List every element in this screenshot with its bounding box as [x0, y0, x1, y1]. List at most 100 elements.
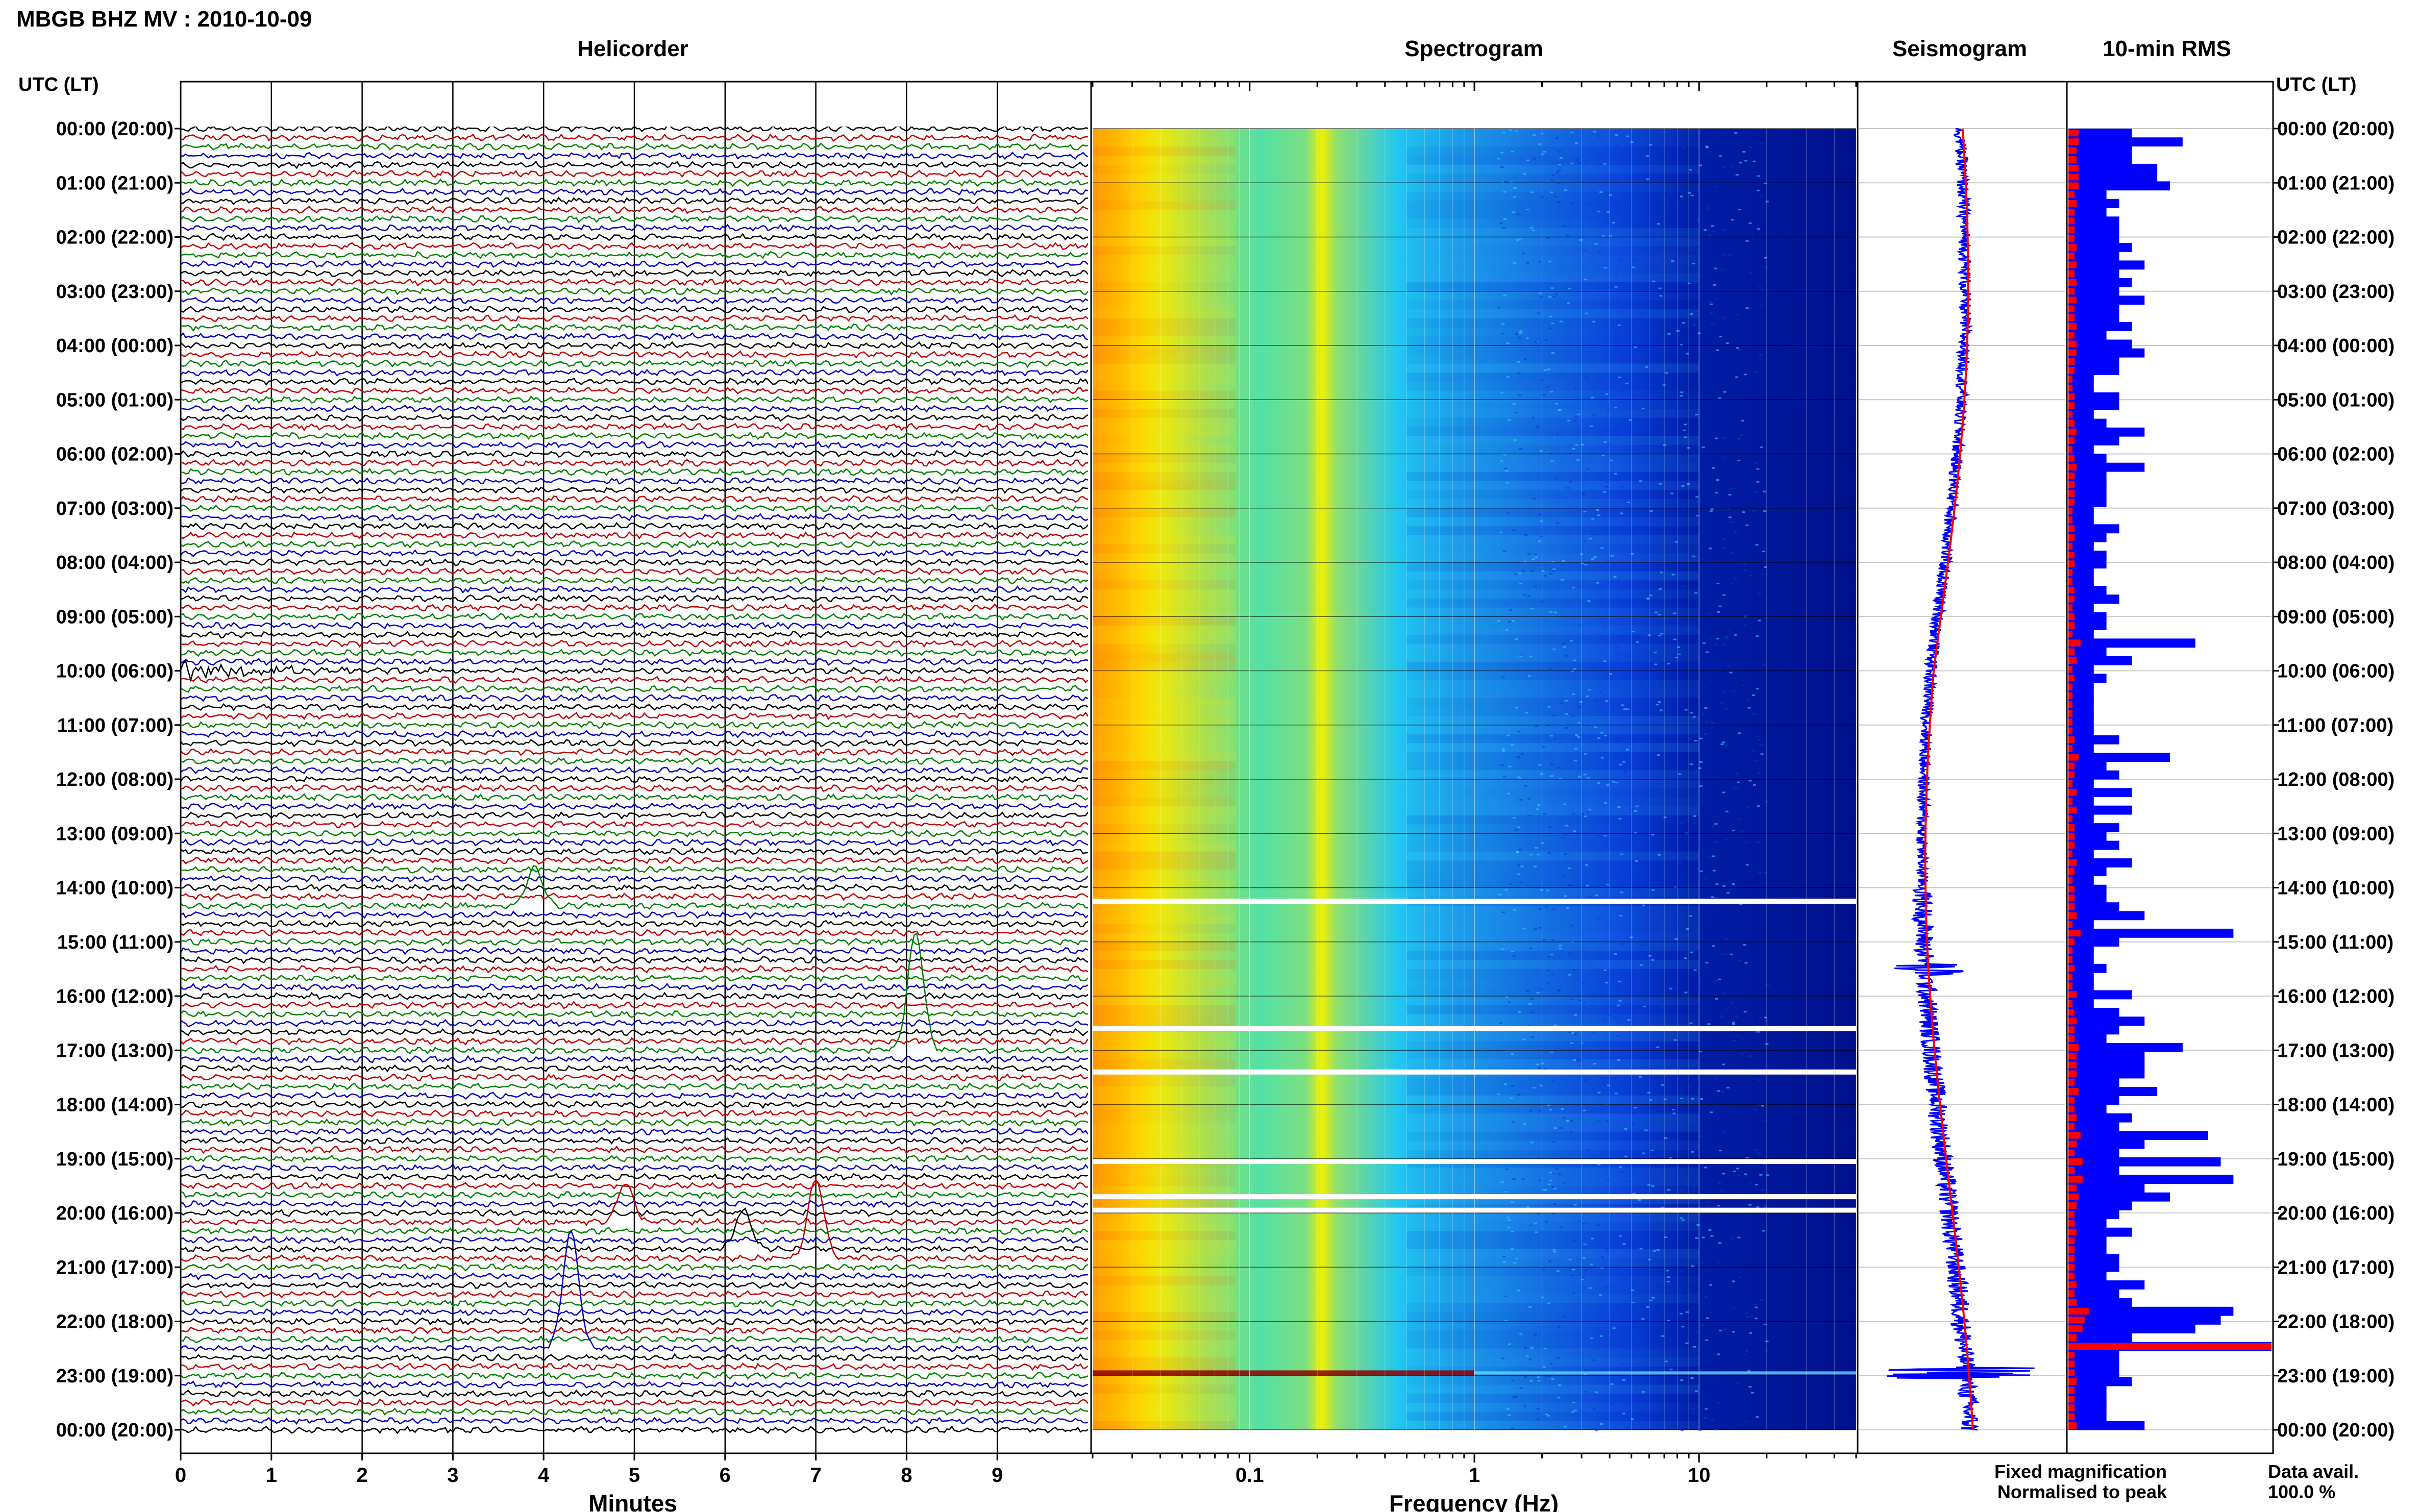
spectrogram-speckle: [1567, 867, 1571, 870]
spectrogram-speckle: [1534, 1334, 1537, 1336]
spectrogram-speckle: [1649, 510, 1653, 512]
spectrogram-speckle: [1597, 1077, 1601, 1079]
spectrogram-speckle: [1522, 928, 1526, 930]
spectrogram-speckle: [1576, 459, 1580, 461]
spectrogram-speckle: [1742, 151, 1746, 153]
spectrogram-speckle: [1721, 1131, 1725, 1133]
spectrogram-speckle: [1680, 1189, 1683, 1192]
spectrogram-row-shade: [1093, 345, 1236, 355]
spectrogram-speckle: [1498, 894, 1502, 896]
spectrogram-speckle: [1752, 510, 1756, 512]
spectrogram-speckle: [1513, 196, 1516, 198]
spectrogram-row-shade: [1406, 1394, 1699, 1403]
spectrogram-speckle: [1581, 443, 1584, 445]
spectrogram-speckle: [1710, 1111, 1713, 1113]
rms-bar-fixed: [2068, 1192, 2170, 1202]
spectrogram-speckle: [1605, 982, 1609, 984]
spectrogram-speckle: [1666, 153, 1670, 155]
spectrogram-speckle: [1553, 1251, 1557, 1253]
spectrogram-speckle: [1573, 659, 1576, 661]
spectrogram-speckle: [1533, 1087, 1536, 1089]
spectrogram-speckle: [1560, 1226, 1563, 1228]
spectrogram-speckle: [1651, 834, 1655, 836]
spectrogram-speckle: [1653, 755, 1657, 757]
helicorder-trace: [181, 359, 1088, 368]
spectrogram-row-shade: [1093, 707, 1236, 716]
spectrogram-speckle: [1504, 181, 1508, 183]
spectrogram-speckle: [1591, 518, 1595, 520]
spectrogram-speckle: [1500, 764, 1504, 766]
spectrogram-speckle: [1572, 812, 1575, 814]
rms-bar-fixed: [2068, 1219, 2107, 1228]
x-tick-label: 1: [1469, 1464, 1480, 1486]
spectrogram-speckle: [1603, 1019, 1607, 1021]
spectrogram-speckle: [1691, 1412, 1695, 1415]
spectrogram-speckle: [1734, 132, 1738, 134]
spectrogram-speckle: [1571, 1411, 1574, 1413]
helicorder-trace: [181, 1208, 1088, 1217]
spectrogram-speckle: [1731, 551, 1734, 553]
time-label-left: 20:00 (16:00): [56, 1203, 174, 1224]
rms-bar-fixed: [2068, 621, 2107, 630]
spectrogram-speckle: [1707, 1201, 1711, 1203]
spectrogram-speckle: [1570, 202, 1573, 204]
spectrogram-speckle: [1634, 1107, 1637, 1109]
spectrogram-speckle: [1517, 864, 1520, 866]
helicorder-trace: [181, 982, 1088, 992]
spectrogram-row-shade: [1406, 499, 1699, 508]
spectrogram-speckle: [1602, 835, 1606, 837]
spectrogram-row-shade: [1093, 517, 1236, 527]
helicorder-trace: [181, 748, 1088, 756]
spectrogram-speckle: [1587, 600, 1591, 602]
helicorder-trace: [181, 1082, 1088, 1090]
spectrogram-speckle: [1714, 823, 1718, 825]
spectrogram-speckle: [1577, 413, 1581, 415]
spectrogram-panel: 0.1 1 10 Frequency (Hz): [1090, 81, 1859, 1512]
spectrogram-row-shade: [1406, 887, 1699, 897]
spectrogram-speckle: [1556, 1270, 1560, 1272]
spectrogram-speckle: [1627, 1003, 1631, 1005]
spectrogram-speckle: [1522, 570, 1525, 572]
spectrogram-speckle: [1517, 731, 1521, 733]
rms-bar-fixed: [2068, 700, 2094, 709]
spectrogram-speckle: [1762, 1230, 1765, 1232]
spectrogram-row-shade: [1406, 282, 1699, 291]
spectrogram-speckle: [1531, 191, 1534, 193]
spectrogram-speckle: [1525, 337, 1529, 339]
spectrogram-speckle: [1517, 826, 1520, 828]
spectrogram-speckle: [1527, 595, 1531, 597]
rms-bar-fixed: [2068, 1236, 2107, 1246]
spectrogram-speckle: [1626, 135, 1630, 137]
spectrogram-speckle: [1552, 1249, 1556, 1251]
spectrogram-speckle: [1751, 750, 1755, 752]
spectrogram-speckle: [1558, 169, 1561, 171]
spectrogram-speckle: [1588, 808, 1592, 810]
time-label-right: 19:00 (15:00): [2277, 1149, 2395, 1170]
spectrogram-speckle: [1671, 260, 1674, 262]
spectrogram-speckle: [1758, 286, 1762, 288]
rms-bar-fixed: [2068, 137, 2183, 147]
spectrogram-speckle: [1536, 1418, 1539, 1420]
spectrogram-speckle: [1552, 1141, 1556, 1143]
spectrogram-speckle: [1745, 806, 1749, 808]
rms-bar-fixed: [2068, 454, 2107, 463]
spectrogram-speckle: [1711, 225, 1714, 227]
spectrogram-speckle: [1674, 938, 1678, 940]
spectrogram-speckle: [1580, 553, 1584, 555]
spectrogram-speckle: [1505, 482, 1509, 484]
spectrogram-speckle: [1657, 764, 1660, 766]
spectrogram-speckle: [1690, 1206, 1694, 1208]
time-label-left: 05:00 (01:00): [56, 389, 174, 411]
x-tick-label: 8: [901, 1464, 912, 1486]
spectrogram-speckle: [1549, 1362, 1553, 1365]
helicorder-trace: [181, 350, 1088, 359]
spectrogram-speckle: [1680, 1217, 1683, 1219]
rms-bar-normalised: [2068, 481, 2075, 488]
rms-bar-fixed: [2068, 357, 2119, 366]
spectrogram-speckle: [1696, 1114, 1700, 1117]
spectrogram-speckle: [1597, 251, 1601, 253]
spectrogram-speckle: [1722, 1063, 1725, 1065]
helicorder-trace: [181, 603, 1088, 612]
spectrogram-speckle: [1510, 1085, 1514, 1087]
spectrogram-speckle: [1499, 1022, 1502, 1024]
